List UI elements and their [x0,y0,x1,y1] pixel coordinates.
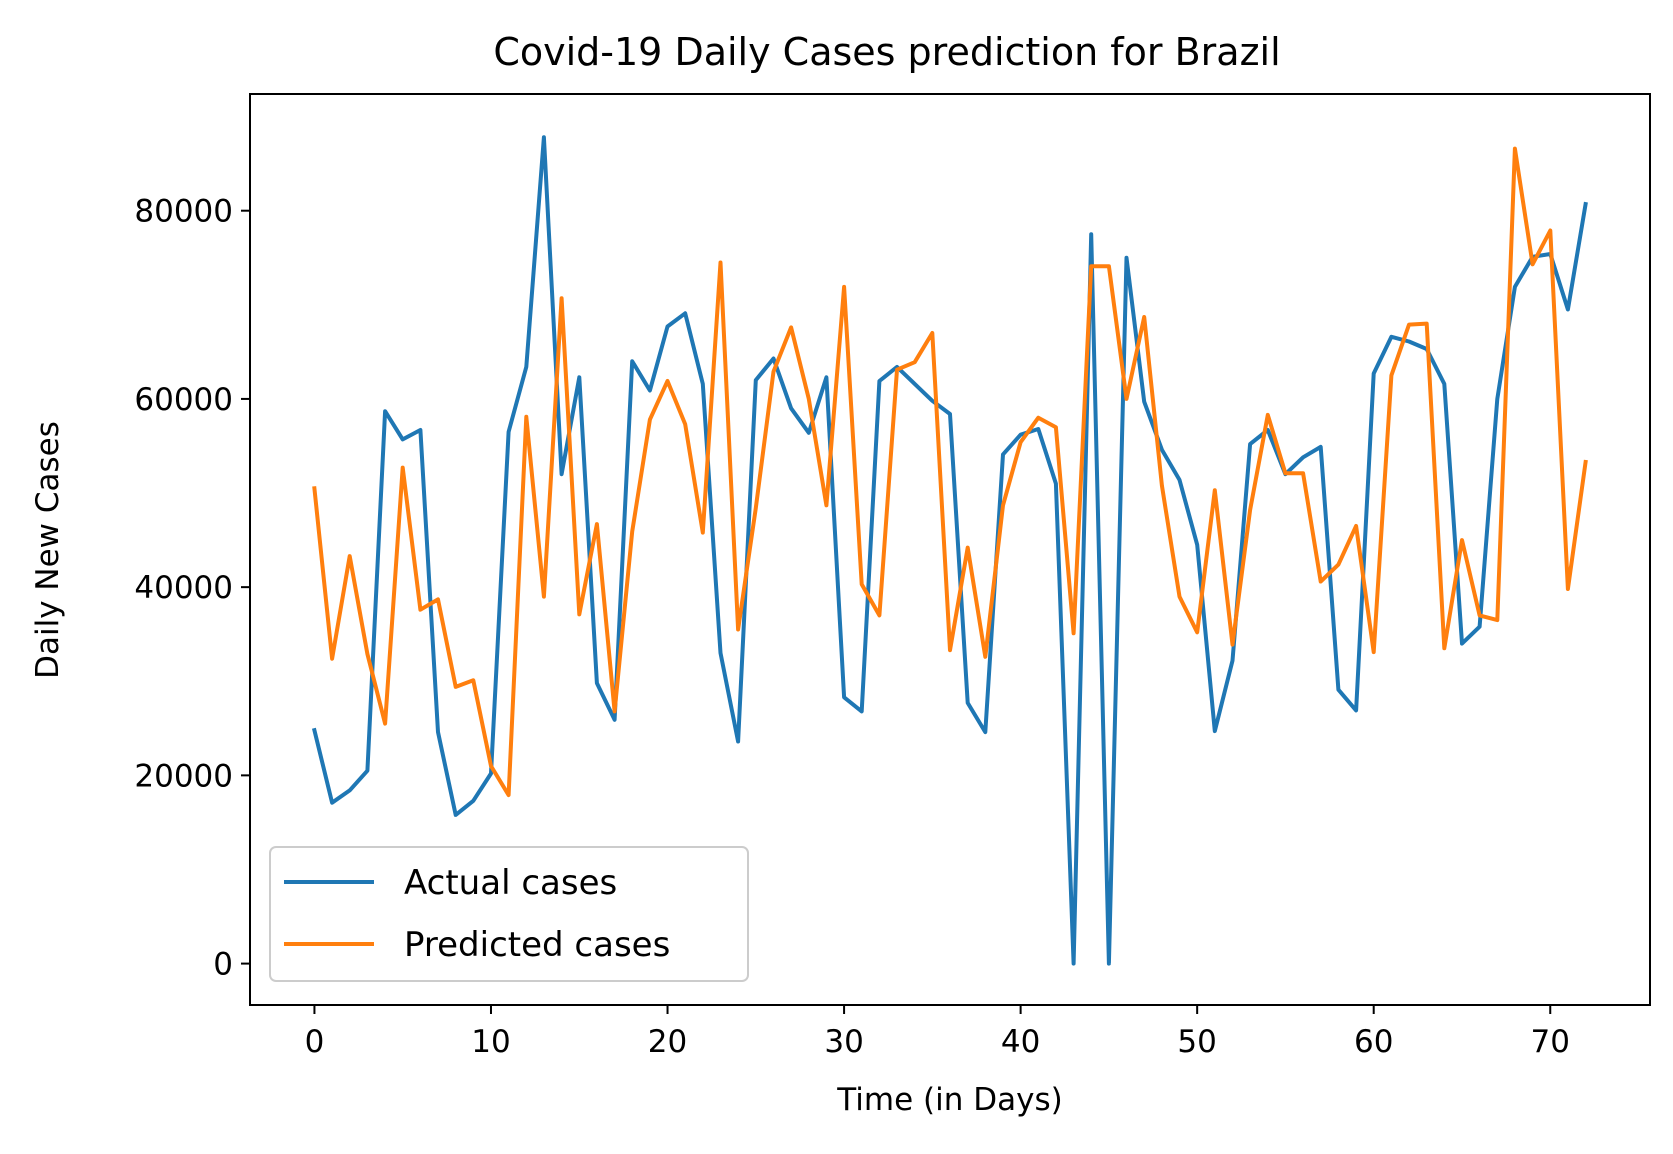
y-axis-ticks: 0 20000 40000 60000 80000 [134,194,250,983]
series-line-actual [311,135,1588,966]
x-tick-label: 40 [1001,1024,1040,1060]
series-layer [311,135,1588,966]
legend-label-predicted: Predicted cases [404,925,670,965]
x-tick-label: 10 [471,1024,510,1060]
x-tick-label: 0 [305,1024,325,1060]
plot-area [249,93,1651,1006]
axes-frame [249,93,1651,1006]
legend-box [269,846,749,982]
y-tick-label: 60000 [134,382,233,418]
legend: Actual cases Predicted cases [269,846,749,982]
x-tick-label: 60 [1354,1024,1393,1060]
series-line-predicted [312,146,1588,798]
x-tick-label: 50 [1177,1024,1216,1060]
y-tick-label: 40000 [134,570,233,606]
x-tick-label: 70 [1531,1024,1570,1060]
legend-label-actual: Actual cases [404,863,617,903]
x-tick-label: 20 [648,1024,687,1060]
chart-title: Covid-19 Daily Cases prediction for Braz… [493,30,1280,74]
y-tick-label: 20000 [134,758,233,794]
y-tick-label: 0 [213,947,233,983]
x-tick-label: 30 [824,1024,863,1060]
y-tick-label: 80000 [134,194,233,230]
x-axis-ticks: 0 10 20 30 40 50 60 70 [305,1005,1570,1060]
x-axis-label: Time (in Days) [836,1082,1062,1118]
y-axis-label: Daily New Cases [30,421,66,679]
